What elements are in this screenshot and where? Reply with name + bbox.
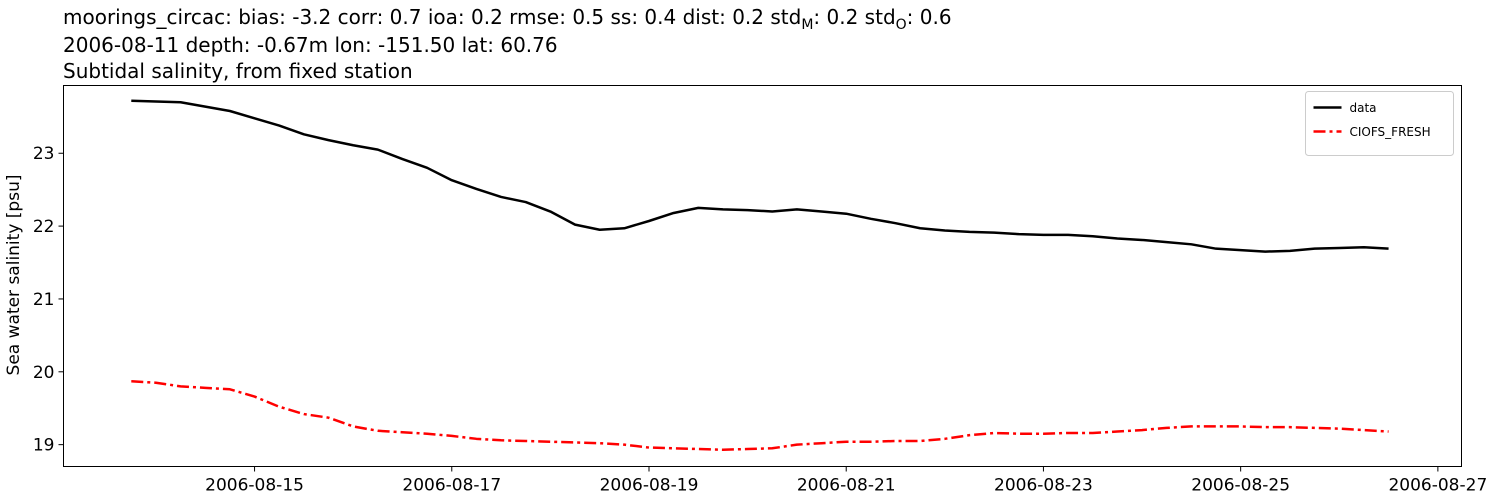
x-tick-label: 2006-08-23 <box>994 476 1093 496</box>
legend-label: data <box>1350 101 1377 115</box>
title-part: : 0.2 std <box>813 5 895 29</box>
chart-subtitle: Subtidal salinity, from fixed station <box>63 59 413 83</box>
x-tick-label: 2006-08-15 <box>205 476 304 496</box>
chart-subtitle: 2006-08-11 depth: -0.67m lon: -151.50 la… <box>63 33 558 57</box>
title-part: : 0.6 <box>907 5 952 29</box>
legend-label: CIOFS_FRESH <box>1350 125 1431 139</box>
legend-box <box>1305 91 1454 156</box>
series-line <box>131 380 1389 451</box>
x-tick-label: 2006-08-27 <box>1388 476 1487 496</box>
y-tick-label: 20 <box>33 363 55 383</box>
title-part: M <box>801 17 813 33</box>
y-tick-label: 23 <box>33 144 55 164</box>
x-tick-label: 2006-08-25 <box>1191 476 1290 496</box>
title-part: moorings_circac: bias: -3.2 corr: 0.7 io… <box>63 5 801 29</box>
title-part: O <box>896 17 907 33</box>
series-line <box>131 99 1389 253</box>
x-tick-label: 2006-08-21 <box>797 476 896 496</box>
plot-frame <box>63 85 1462 467</box>
y-axis-label: Sea water salinity [psu] <box>4 175 24 376</box>
x-tick-label: 2006-08-19 <box>600 476 699 496</box>
chart-title: moorings_circac: bias: -3.2 corr: 0.7 io… <box>63 5 952 33</box>
y-tick-label: 22 <box>33 217 55 237</box>
y-tick-label: 21 <box>33 290 55 310</box>
y-tick-label: 19 <box>33 436 55 456</box>
x-tick-label: 2006-08-17 <box>402 476 501 496</box>
